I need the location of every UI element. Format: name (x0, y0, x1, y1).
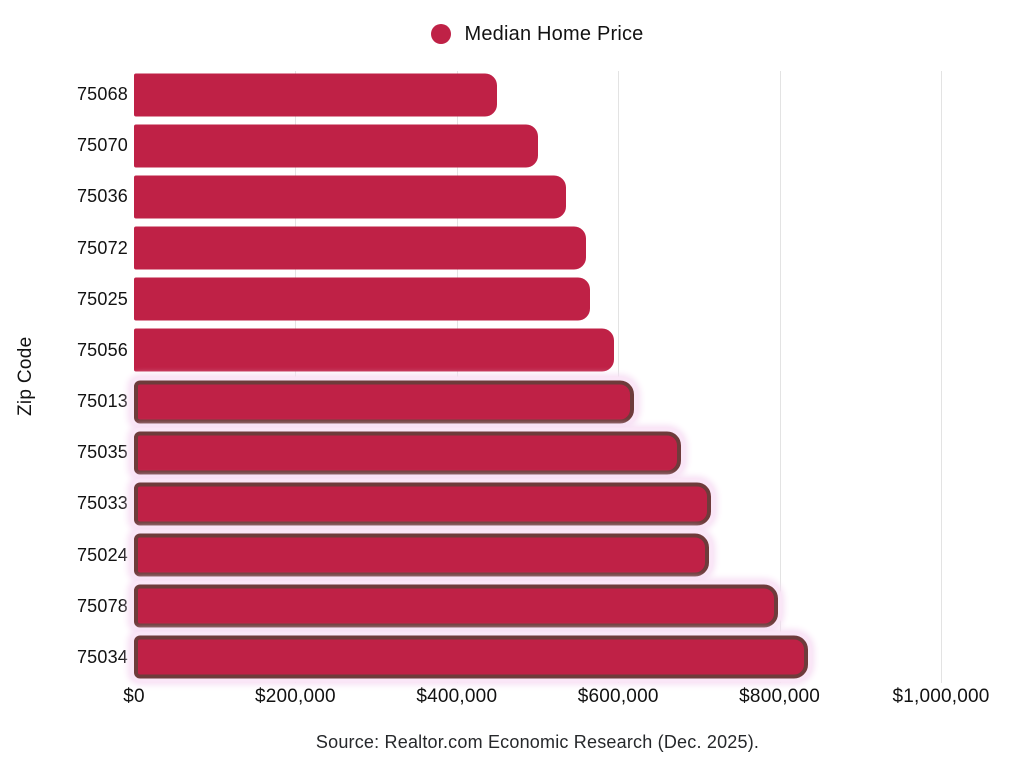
bar-75078[interactable] (134, 584, 778, 628)
bar-75072[interactable] (134, 226, 586, 270)
y-tick-label-75070: 75070 (76, 135, 128, 156)
x-tick-label: $800,000 (739, 686, 821, 707)
bar-row-75035 (134, 427, 990, 478)
y-tick-label-75025: 75025 (76, 288, 128, 309)
bar-75033[interactable] (134, 482, 711, 526)
x-tick-label: $0 (123, 686, 145, 707)
bar-75013[interactable] (134, 380, 635, 424)
bar-75056[interactable] (134, 328, 615, 372)
x-tick-label: $600,000 (577, 686, 659, 707)
source-note: Source: Realtor.com Economic Research (D… (315, 732, 760, 752)
bar-75068[interactable] (134, 73, 498, 117)
gridline (618, 71, 620, 683)
bar-75035[interactable] (134, 431, 682, 475)
x-tick-label: $400,000 (416, 686, 498, 707)
y-tick-label-75072: 75072 (76, 237, 128, 258)
x-axis: $0 $200,000 $400,000 $600,000 $800,000 $1,000… (123, 686, 990, 714)
y-tick-label-75034: 75034 (76, 646, 128, 667)
bar-row-75024 (134, 530, 990, 581)
y-tick-label-75013: 75013 (76, 391, 128, 412)
y-tick-label-75036: 75036 (76, 186, 128, 207)
bar-row-75056 (134, 325, 990, 376)
y-tick-label-75035: 75035 (76, 442, 128, 463)
bar-rows (134, 69, 990, 683)
gridline (779, 71, 781, 683)
y-tick-label-75078: 75078 (76, 595, 128, 616)
bar-row-75078 (134, 581, 990, 632)
legend-item-label[interactable]: Median Home Price (464, 22, 644, 45)
x-tick-label: $1,000,000 (892, 686, 990, 707)
bar-row-75068 (134, 69, 990, 120)
bar-75070[interactable] (134, 124, 538, 168)
x-tick-label: $200,000 (254, 686, 336, 707)
y-axis-title: Zip Code (15, 336, 36, 416)
y-axis-tick-labels: 75068 75070 75036 75072 75025 75056 75013 75035… (38, 69, 128, 683)
gridline (941, 71, 942, 683)
y-tick-label-75024: 75024 (76, 544, 128, 565)
bar-row-75072 (134, 223, 990, 274)
y-tick-label-75056: 75056 (76, 339, 128, 360)
bar-75024[interactable] (134, 533, 710, 577)
bar-row-75025 (134, 274, 990, 325)
legend-marker-icon[interactable] (431, 24, 452, 44)
bar-row-75013 (134, 376, 990, 427)
bar-row-75033 (134, 478, 990, 529)
bar-row-75070 (134, 120, 990, 171)
y-tick-label-75068: 75068 (76, 84, 128, 105)
legend: Median Home Price (134, 18, 941, 50)
gridline (295, 71, 297, 683)
bar-75036[interactable] (134, 175, 566, 219)
gridline (456, 71, 458, 683)
bar-75034[interactable] (134, 635, 808, 679)
y-tick-label-75033: 75033 (76, 493, 128, 514)
bar-75025[interactable] (134, 277, 590, 321)
plot-area (134, 69, 990, 683)
bar-row-75036 (134, 171, 990, 222)
bar-row-75034 (134, 632, 990, 683)
